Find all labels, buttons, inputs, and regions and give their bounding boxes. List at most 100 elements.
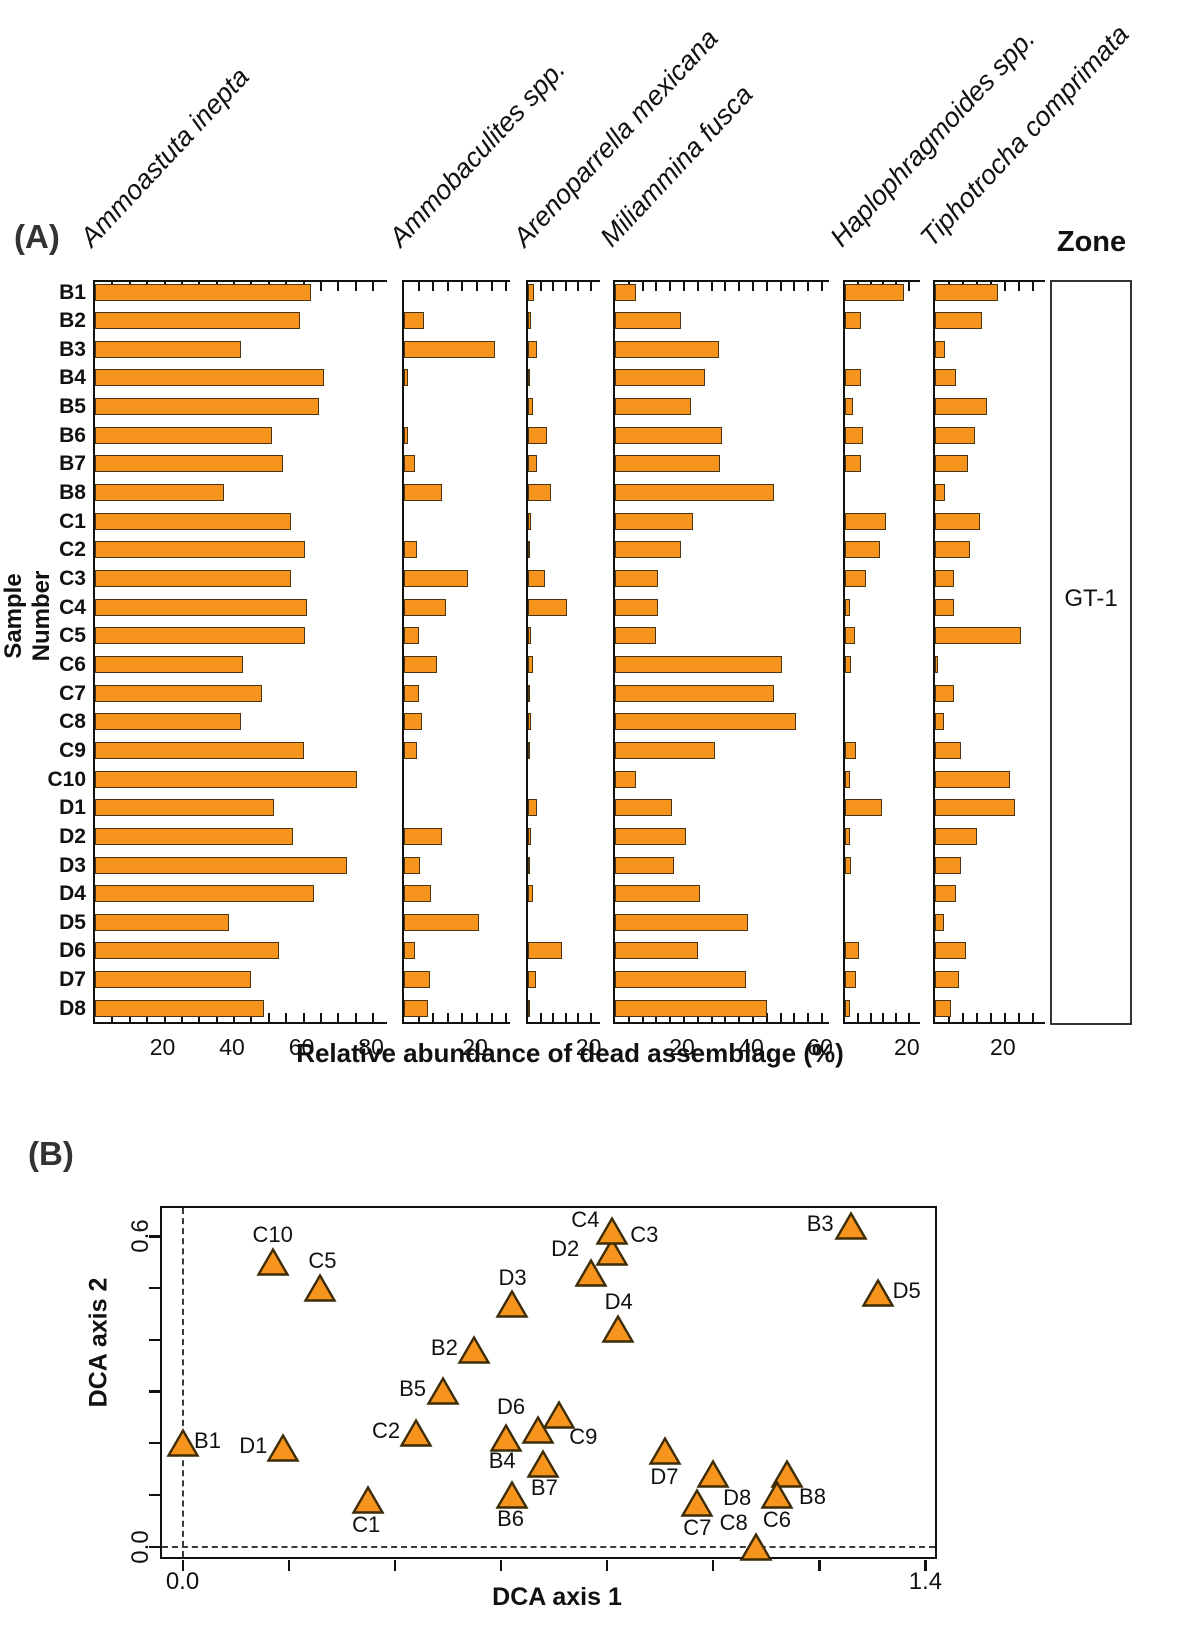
abundance-bar <box>528 799 538 817</box>
axis-tick <box>354 282 357 291</box>
axis-tick <box>233 1013 236 1022</box>
abundance-bar <box>615 426 722 444</box>
abundance-bar <box>935 627 1021 645</box>
abundance-bar <box>95 570 292 587</box>
abundance-bar <box>95 713 241 731</box>
triangle-marker-icon <box>542 1399 576 1429</box>
abundance-bar <box>935 655 939 673</box>
abundance-axis-label: Relative abundance of dead assemblage (%… <box>296 1038 844 1068</box>
axis-tick <box>417 1013 420 1022</box>
axis-tick <box>577 282 580 291</box>
abundance-bar <box>95 856 348 874</box>
scatter-marker-C1 <box>351 1485 385 1515</box>
abundance-bar <box>845 570 866 587</box>
sample-label-D4: D4 <box>59 882 86 906</box>
axis-tick <box>476 282 479 291</box>
abundance-bar <box>615 827 686 845</box>
abundance-bar <box>95 455 283 473</box>
abundance-bar <box>615 541 681 559</box>
scatter-label-C5: C5 <box>308 1248 337 1274</box>
triangle-marker-icon <box>760 1479 794 1509</box>
y-axis-tick <box>148 1235 160 1238</box>
y-axis-tick <box>148 1390 160 1393</box>
abundance-bar <box>935 799 1016 817</box>
abundance-bar <box>95 598 308 616</box>
axis-tick <box>1003 1013 1006 1022</box>
x-axis-tick <box>287 1559 290 1571</box>
abundance-bar <box>935 999 951 1017</box>
scatter-marker-D2 <box>574 1257 608 1288</box>
abundance-bar <box>95 484 224 502</box>
abundance-bar <box>935 455 969 473</box>
abundance-bar <box>615 856 674 874</box>
scatter-label-C9: C9 <box>569 1423 598 1449</box>
abundance-bar <box>845 283 905 301</box>
abundance-bar <box>404 684 419 702</box>
scatter-marker-C9 <box>542 1399 576 1430</box>
species-panel-5 <box>843 280 920 1024</box>
abundance-bar <box>615 312 681 330</box>
axis-tick <box>354 1013 357 1022</box>
sample-label-C10: C10 <box>47 767 86 791</box>
sample-label-B2: B2 <box>59 309 86 333</box>
scatter-label-D6: D6 <box>497 1394 526 1420</box>
abundance-bar <box>528 827 532 845</box>
axis-tick <box>372 1013 375 1022</box>
axis-tick <box>505 282 508 291</box>
axis-tick <box>577 1013 580 1022</box>
x-axis-tick <box>181 1559 184 1571</box>
axis-tick <box>696 1013 699 1022</box>
axis-tick <box>432 282 435 291</box>
abundance-bar <box>528 541 530 559</box>
axis-tick <box>807 282 810 291</box>
abundance-bar <box>95 741 304 759</box>
scatter-marker-D7 <box>648 1436 683 1466</box>
zone-header: Zone <box>1056 226 1127 258</box>
axis-tick <box>907 1013 910 1022</box>
triangle-marker-icon <box>494 1288 529 1318</box>
scatter-label-C2: C2 <box>371 1417 401 1443</box>
sample-label-D1: D1 <box>59 796 86 820</box>
dca-scatter-plot: 0.0 1.4 0.0 0.6 B1 B2 B3 B4 B5 B6 B7 B8 C1 C2 C3 C4 C5 C6… <box>127 1206 942 1595</box>
abundance-bar <box>845 455 861 473</box>
axis-tick <box>285 1013 288 1022</box>
axis-tick-label: 20 <box>894 1034 920 1060</box>
abundance-bar <box>528 455 538 473</box>
abundance-bar <box>528 426 547 444</box>
scatter-marker-B7 <box>526 1448 560 1479</box>
y-tick-label: 0.0 <box>127 1529 154 1564</box>
abundance-bar <box>404 741 417 759</box>
abundance-bar <box>404 484 443 502</box>
triangle-marker-icon <box>595 1216 629 1246</box>
axis-tick <box>163 1013 166 1022</box>
axis-tick <box>1003 282 1006 291</box>
abundance-bar <box>404 627 419 645</box>
x-axis-tick <box>499 1559 503 1571</box>
scatter-marker-C5 <box>303 1273 338 1303</box>
abundance-bar <box>615 741 716 759</box>
abundance-bar <box>845 827 850 845</box>
axis-tick <box>552 1013 555 1022</box>
triangle-marker-icon <box>834 1211 868 1240</box>
axis-tick <box>669 1013 672 1022</box>
abundance-bar <box>845 398 853 416</box>
axis-tick-label: 20 <box>149 1034 176 1060</box>
y-axis-tick <box>148 1338 160 1341</box>
abundance-bar <box>615 713 797 731</box>
triangle-marker-icon <box>256 1247 290 1277</box>
abundance-bar <box>935 312 983 330</box>
abundance-bar <box>615 971 747 989</box>
sample-label-D6: D6 <box>59 939 86 963</box>
y-tick-label: 0.6 <box>127 1219 154 1254</box>
abundance-bar <box>95 369 325 387</box>
scatter-marker-B5 <box>425 1376 460 1406</box>
axis-tick <box>1017 1013 1020 1022</box>
triangle-marker-icon <box>266 1433 300 1463</box>
axis-tick <box>669 282 672 291</box>
axis-tick <box>627 1013 630 1022</box>
scatter-marker-C8 <box>739 1531 773 1562</box>
axis-tick <box>683 282 686 291</box>
sample-label-D5: D5 <box>59 910 86 934</box>
abundance-bar <box>935 541 970 559</box>
x-axis-tick <box>712 1559 715 1571</box>
